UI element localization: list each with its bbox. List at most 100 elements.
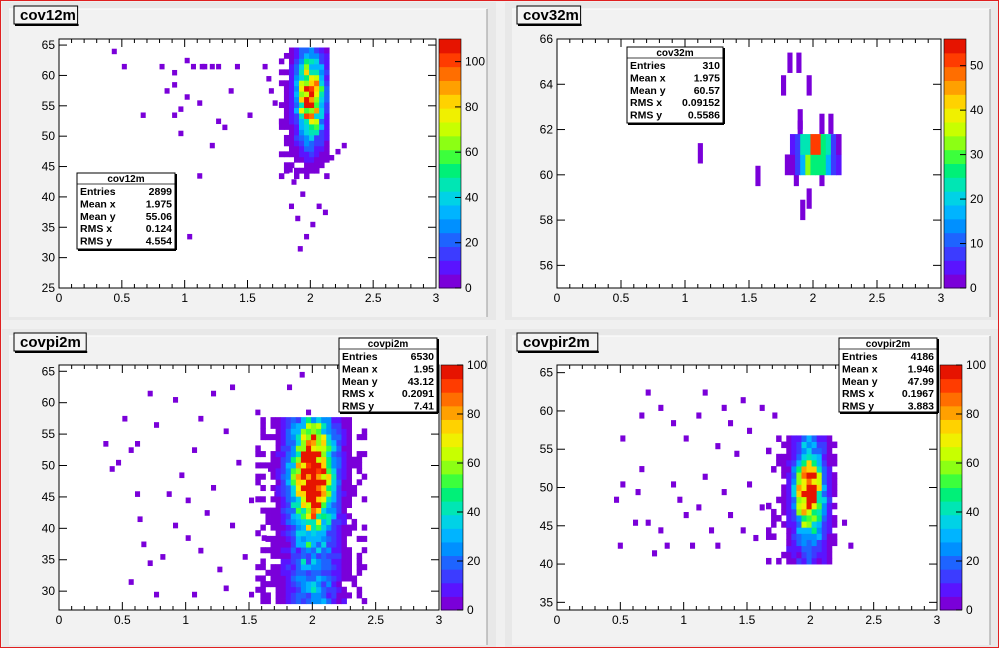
- heatmap-cell: [826, 478, 833, 485]
- y-tick-label: 50: [42, 129, 56, 143]
- heatmap-cell: [781, 466, 787, 473]
- y-tick-label: 55: [42, 427, 56, 441]
- heatmap-cell: [319, 74, 325, 81]
- heatmap-cell: [800, 199, 806, 221]
- heatmap-cell: [709, 527, 715, 534]
- heatmap-cell: [800, 154, 806, 176]
- heatmap-cell: [288, 145, 295, 152]
- color-bar-segment: [940, 460, 962, 475]
- heatmap-cell: [280, 586, 287, 593]
- heatmap-cell: [314, 63, 320, 70]
- color-bar-segment: [940, 405, 962, 420]
- x-tick-label: 1: [680, 613, 687, 627]
- heatmap-cell: [341, 451, 347, 458]
- heatmap-cell: [311, 581, 317, 588]
- heatmap-cell: [801, 515, 807, 522]
- heatmap-cell: [270, 513, 276, 520]
- stats-label: Entries: [80, 186, 116, 198]
- heatmap-cell: [306, 468, 312, 475]
- stats-box-frame: [838, 337, 938, 413]
- heatmap-cell: [109, 466, 115, 472]
- color-bar-border: [939, 364, 963, 611]
- heatmap-cell: [285, 490, 292, 497]
- heatmap-cell: [260, 484, 266, 492]
- heatmap-cell: [336, 552, 342, 559]
- heatmap-cell: [326, 592, 332, 599]
- heatmap-cell: [319, 140, 325, 147]
- z-tick-label: 20: [970, 192, 984, 206]
- heatmap-cell: [295, 451, 302, 458]
- heatmap-cell: [346, 468, 352, 475]
- y-tick-label: 65: [42, 364, 56, 378]
- heatmap-cell: [324, 140, 330, 147]
- color-bar-border: [943, 38, 967, 289]
- heatmap-cell: [786, 478, 792, 485]
- heatmap-cell: [154, 422, 160, 428]
- heatmap-cell: [796, 508, 802, 516]
- heatmap-cell: [326, 417, 332, 424]
- heatmap-cell: [796, 551, 802, 559]
- heatmap-cell: [304, 124, 310, 130]
- heatmap-cell: [300, 581, 307, 588]
- heatmap-cell: [192, 447, 198, 453]
- heatmap-cell: [816, 453, 823, 461]
- heatmap-cell: [316, 479, 322, 486]
- heatmap-cell: [331, 434, 337, 441]
- heatmap-cell: [309, 151, 315, 158]
- heatmap-cell: [356, 451, 363, 458]
- heatmap-cell: [255, 451, 261, 458]
- heatmap-cell: [285, 524, 292, 531]
- heatmap-cell: [786, 545, 792, 553]
- heatmap-cell: [801, 527, 807, 534]
- heatmap-cell: [299, 102, 305, 109]
- stats-box-frame: [338, 337, 438, 413]
- z-tick-label: 30: [970, 148, 984, 162]
- heatmap-cell: [811, 557, 818, 565]
- heatmap-cell: [776, 515, 782, 522]
- heatmap-cell: [806, 539, 812, 547]
- heatmap-cell: [771, 508, 777, 516]
- heatmap-cell: [326, 445, 332, 452]
- heatmap-cell: [309, 63, 315, 70]
- z-tick-label: 40: [970, 103, 984, 117]
- heatmap-cell: [295, 524, 302, 531]
- heatmap-cell: [361, 564, 368, 571]
- heatmap-cell: [331, 428, 337, 435]
- heatmap-cell: [288, 91, 295, 98]
- heatmap-cell: [776, 435, 782, 442]
- heatmap-cell: [324, 107, 330, 114]
- heatmap-cell: [796, 539, 802, 547]
- heatmap-cell: [341, 462, 347, 469]
- heatmap-cell: [283, 102, 290, 109]
- heatmap-cell: [321, 558, 327, 565]
- heatmap-cell: [285, 417, 292, 424]
- heatmap-cell: [306, 569, 312, 576]
- y-tick-label: 25: [42, 281, 56, 295]
- x-tick-label: 0.5: [612, 613, 629, 627]
- color-bar-border: [438, 38, 462, 289]
- heatmap-cell: [326, 581, 332, 588]
- heatmap-cell: [190, 63, 196, 70]
- heatmap-cell: [285, 535, 292, 542]
- heatmap-cell: [309, 113, 315, 119]
- heatmap-cell: [842, 519, 848, 526]
- heatmap-cell: [306, 422, 312, 429]
- heatmap-cell: [801, 490, 807, 498]
- heatmap-cell: [831, 478, 838, 485]
- heatmap-cell: [806, 478, 812, 485]
- heatmap-cell: [300, 496, 307, 503]
- heatmap-cell: [341, 518, 347, 525]
- heatmap-cell: [300, 518, 307, 525]
- heatmap-cell: [341, 530, 347, 537]
- heatmap-cell: [811, 515, 818, 522]
- heatmap-cell: [697, 143, 703, 164]
- heatmap-cell: [341, 507, 347, 514]
- color-bar-segment: [944, 149, 966, 164]
- z-tick-label: 100: [465, 55, 485, 69]
- heatmap-cell: [304, 151, 310, 158]
- heatmap-cell: [300, 507, 307, 514]
- heatmap-cell: [816, 435, 823, 442]
- z-tick-label: 60: [467, 456, 481, 470]
- heatmap-cell: [795, 154, 801, 176]
